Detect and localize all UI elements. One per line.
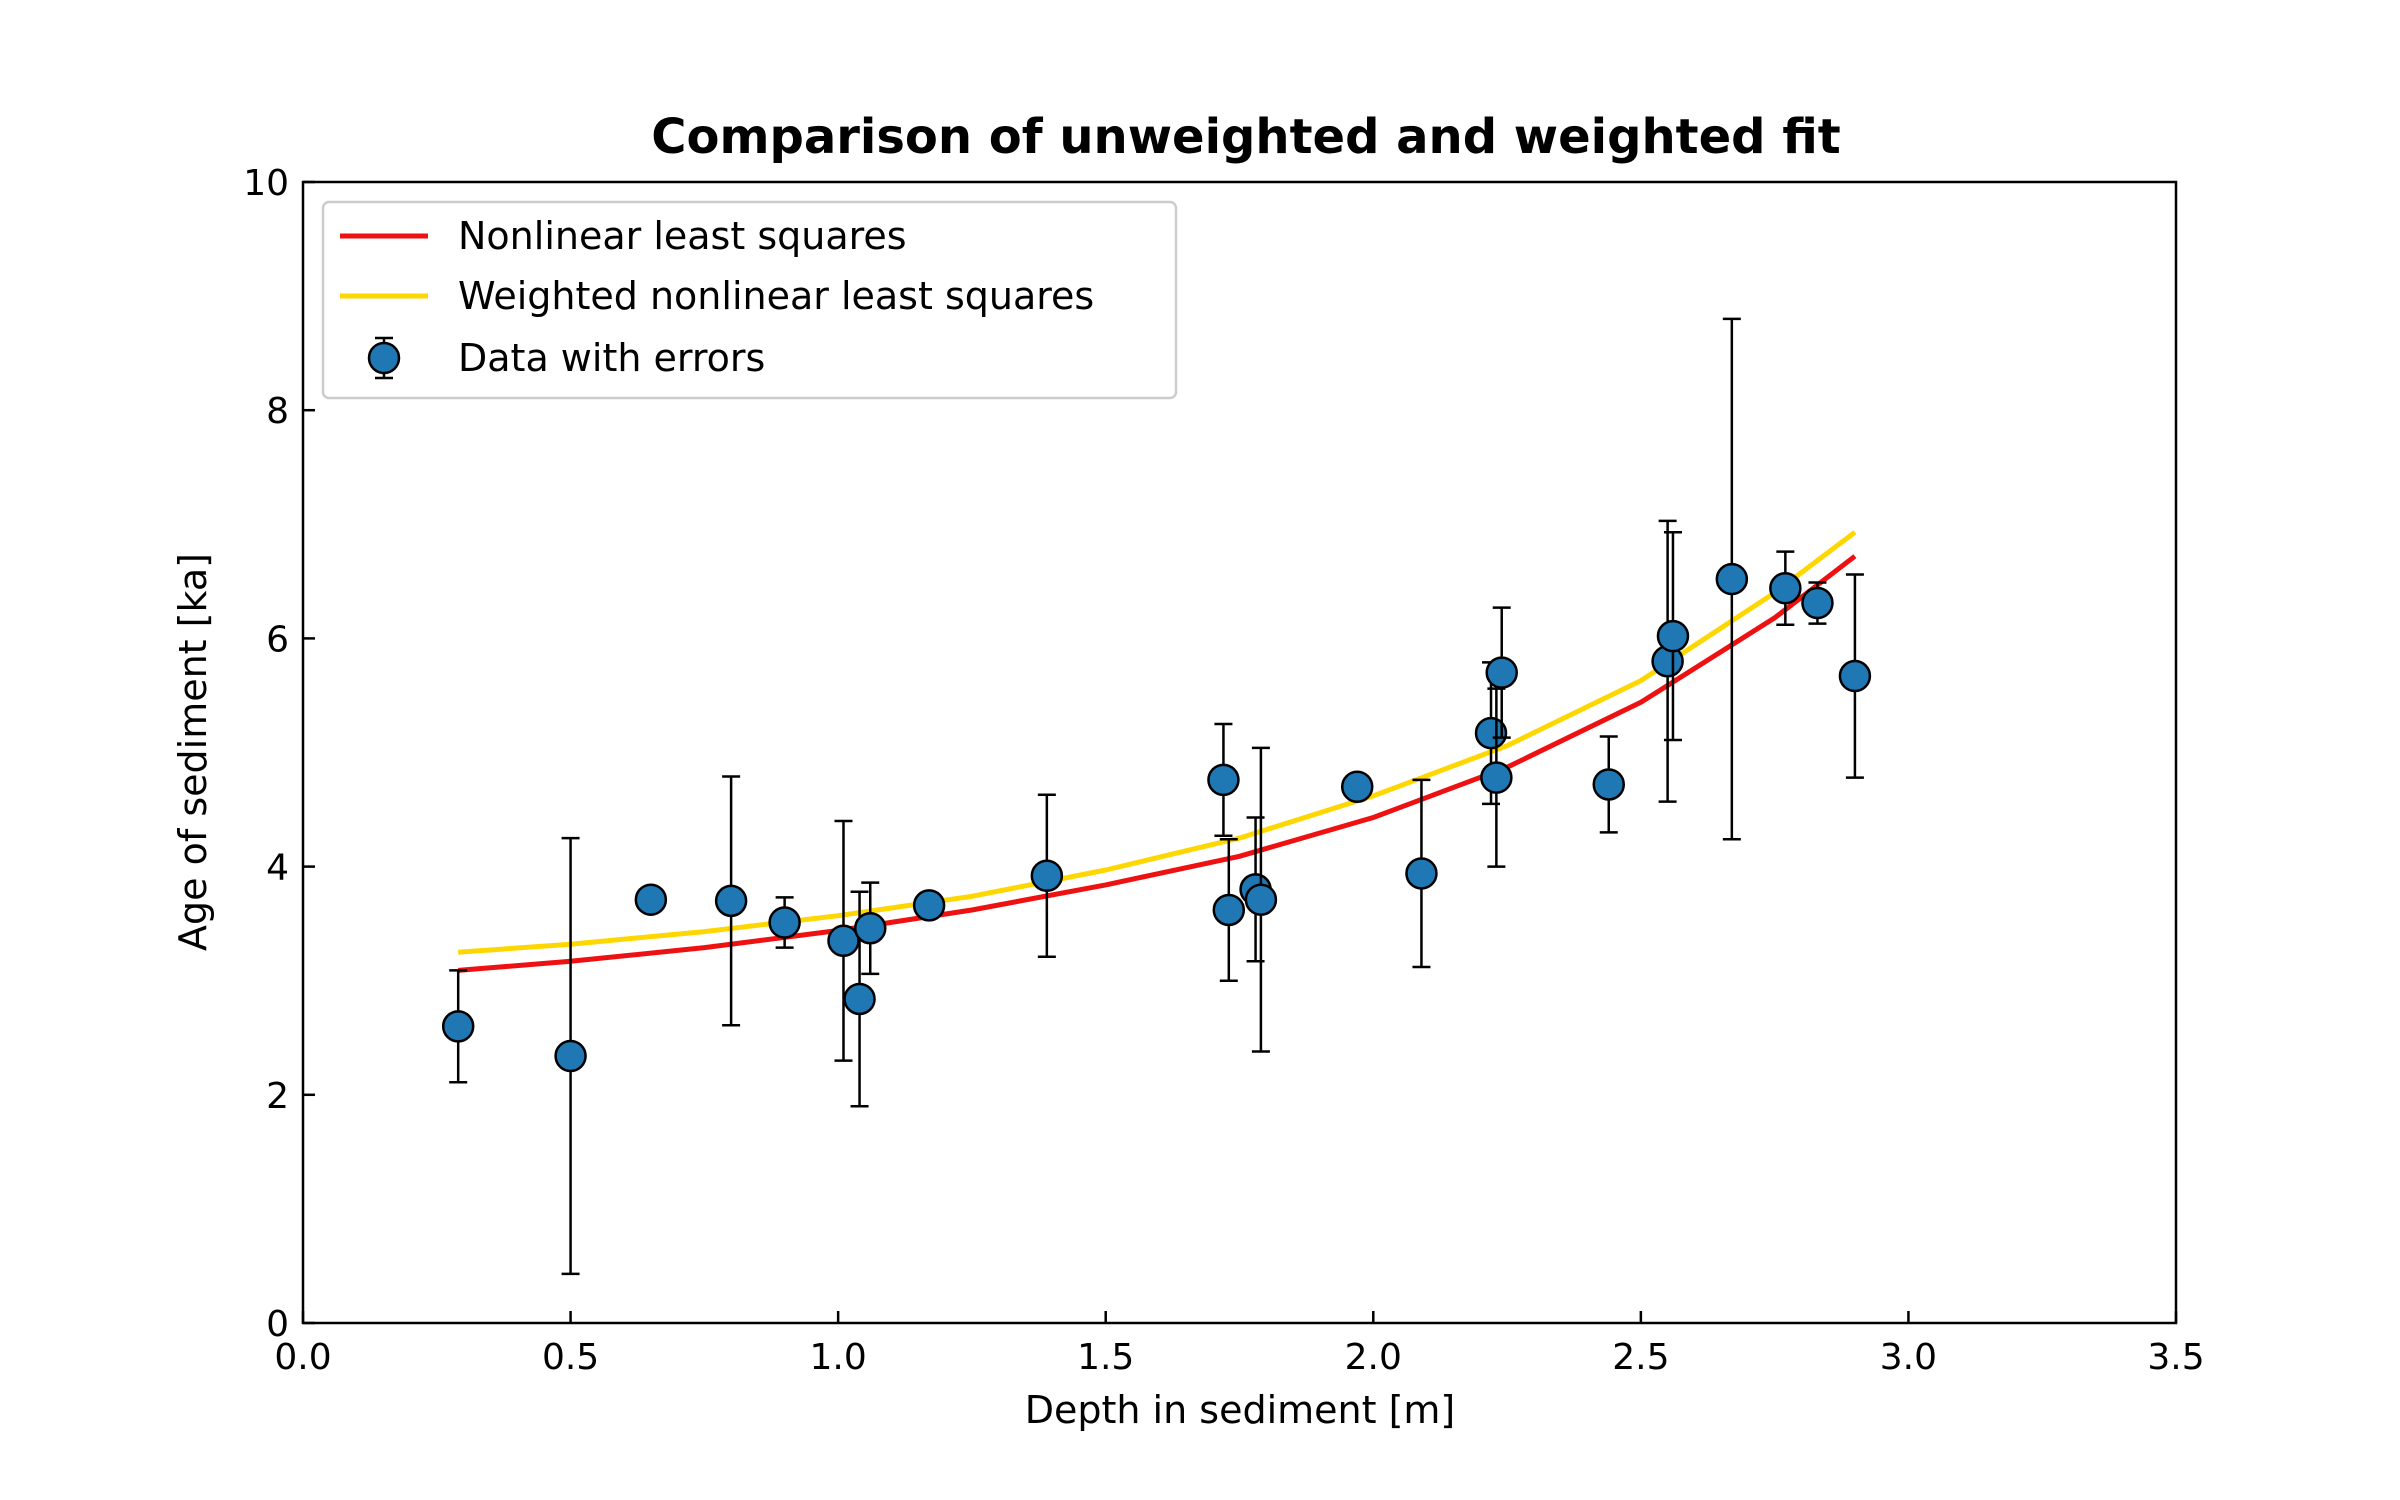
data-point	[1480, 687, 1513, 868]
data-marker	[1405, 857, 1438, 890]
data-point	[1340, 770, 1374, 803]
data-marker	[768, 906, 801, 939]
data-marker	[1656, 619, 1690, 653]
data-point	[441, 969, 475, 1084]
y-tick-label: 10	[243, 163, 289, 204]
data-point	[1801, 581, 1834, 625]
data-marker	[1474, 716, 1508, 750]
data-point	[1030, 793, 1064, 958]
data-marker	[854, 911, 887, 945]
x-tick-label: 3.0	[1880, 1337, 1937, 1378]
data-point	[1485, 606, 1518, 739]
data-point	[554, 836, 587, 1276]
x-tick-label: 0.0	[274, 1337, 331, 1378]
data-point	[1838, 573, 1872, 779]
data-marker	[1244, 883, 1278, 916]
data-point	[1405, 778, 1438, 969]
data-marker	[1838, 659, 1872, 693]
data-marker	[1769, 571, 1802, 605]
data-point	[1769, 550, 1802, 626]
plot-area	[441, 317, 1872, 1276]
data-marker	[1212, 893, 1246, 927]
data-marker	[1715, 562, 1749, 596]
legend-swatch-marker	[367, 341, 401, 375]
chart-title: Comparison of unweighted and weighted fi…	[651, 109, 1841, 165]
x-axis-label: Depth in sediment [m]	[1025, 1388, 1456, 1432]
data-point	[854, 881, 887, 976]
y-tick-label: 8	[266, 391, 289, 432]
data-point	[634, 883, 668, 916]
legend-label-nonlinear: Nonlinear least squares	[458, 214, 907, 258]
data-point	[1244, 746, 1278, 1053]
data-marker	[714, 884, 748, 918]
data-point	[1212, 837, 1246, 982]
y-tick-label: 2	[266, 1076, 289, 1117]
data-marker	[1801, 586, 1834, 620]
x-tick-label: 0.5	[542, 1337, 599, 1378]
data-point	[827, 819, 860, 1062]
legend-label-data: Data with errors	[458, 336, 765, 380]
data-marker	[843, 982, 876, 1016]
data-marker	[1480, 761, 1513, 794]
legend-label-weighted: Weighted nonlinear least squares	[458, 274, 1094, 318]
data-point	[1656, 531, 1690, 742]
data-marker	[441, 1010, 475, 1043]
y-tick-label: 6	[266, 619, 289, 660]
y-tick-label: 0	[266, 1304, 289, 1345]
data-marker	[1030, 859, 1064, 892]
data-marker	[912, 889, 946, 922]
data-point	[1592, 735, 1625, 834]
data-point	[912, 889, 946, 922]
data-marker	[554, 1039, 587, 1073]
x-tick-label: 1.0	[810, 1337, 867, 1378]
data-marker	[1207, 763, 1240, 797]
data-point	[714, 775, 748, 1027]
data-marker	[1340, 770, 1374, 803]
legend: Nonlinear least squares Weighted nonline…	[321, 200, 1178, 400]
data-marker	[634, 883, 668, 916]
data-point	[768, 896, 801, 949]
x-tick-label: 3.5	[2147, 1337, 2204, 1378]
data-marker	[1485, 656, 1518, 689]
axis-ticks: 0.0 0.5 1.0 1.5 2.0 2.5 3.0 3.5 0 2 4 6 8 10	[243, 163, 2204, 1378]
x-tick-label: 1.5	[1077, 1337, 1134, 1378]
x-tick-label: 2.5	[1612, 1337, 1669, 1378]
data-point	[1651, 519, 1684, 803]
y-tick-label: 4	[266, 848, 289, 889]
data-point	[1715, 317, 1749, 841]
data-point	[1207, 722, 1240, 838]
legend-box	[321, 200, 1178, 400]
series-line-nonlinear-least-squares	[457, 554, 1857, 973]
plot-frame	[301, 180, 2178, 1325]
data-marker	[827, 924, 860, 958]
y-axis-label: Age of sediment [ka]	[171, 553, 215, 951]
data-marker	[1592, 768, 1625, 801]
x-tick-label: 2.0	[1345, 1337, 1402, 1378]
